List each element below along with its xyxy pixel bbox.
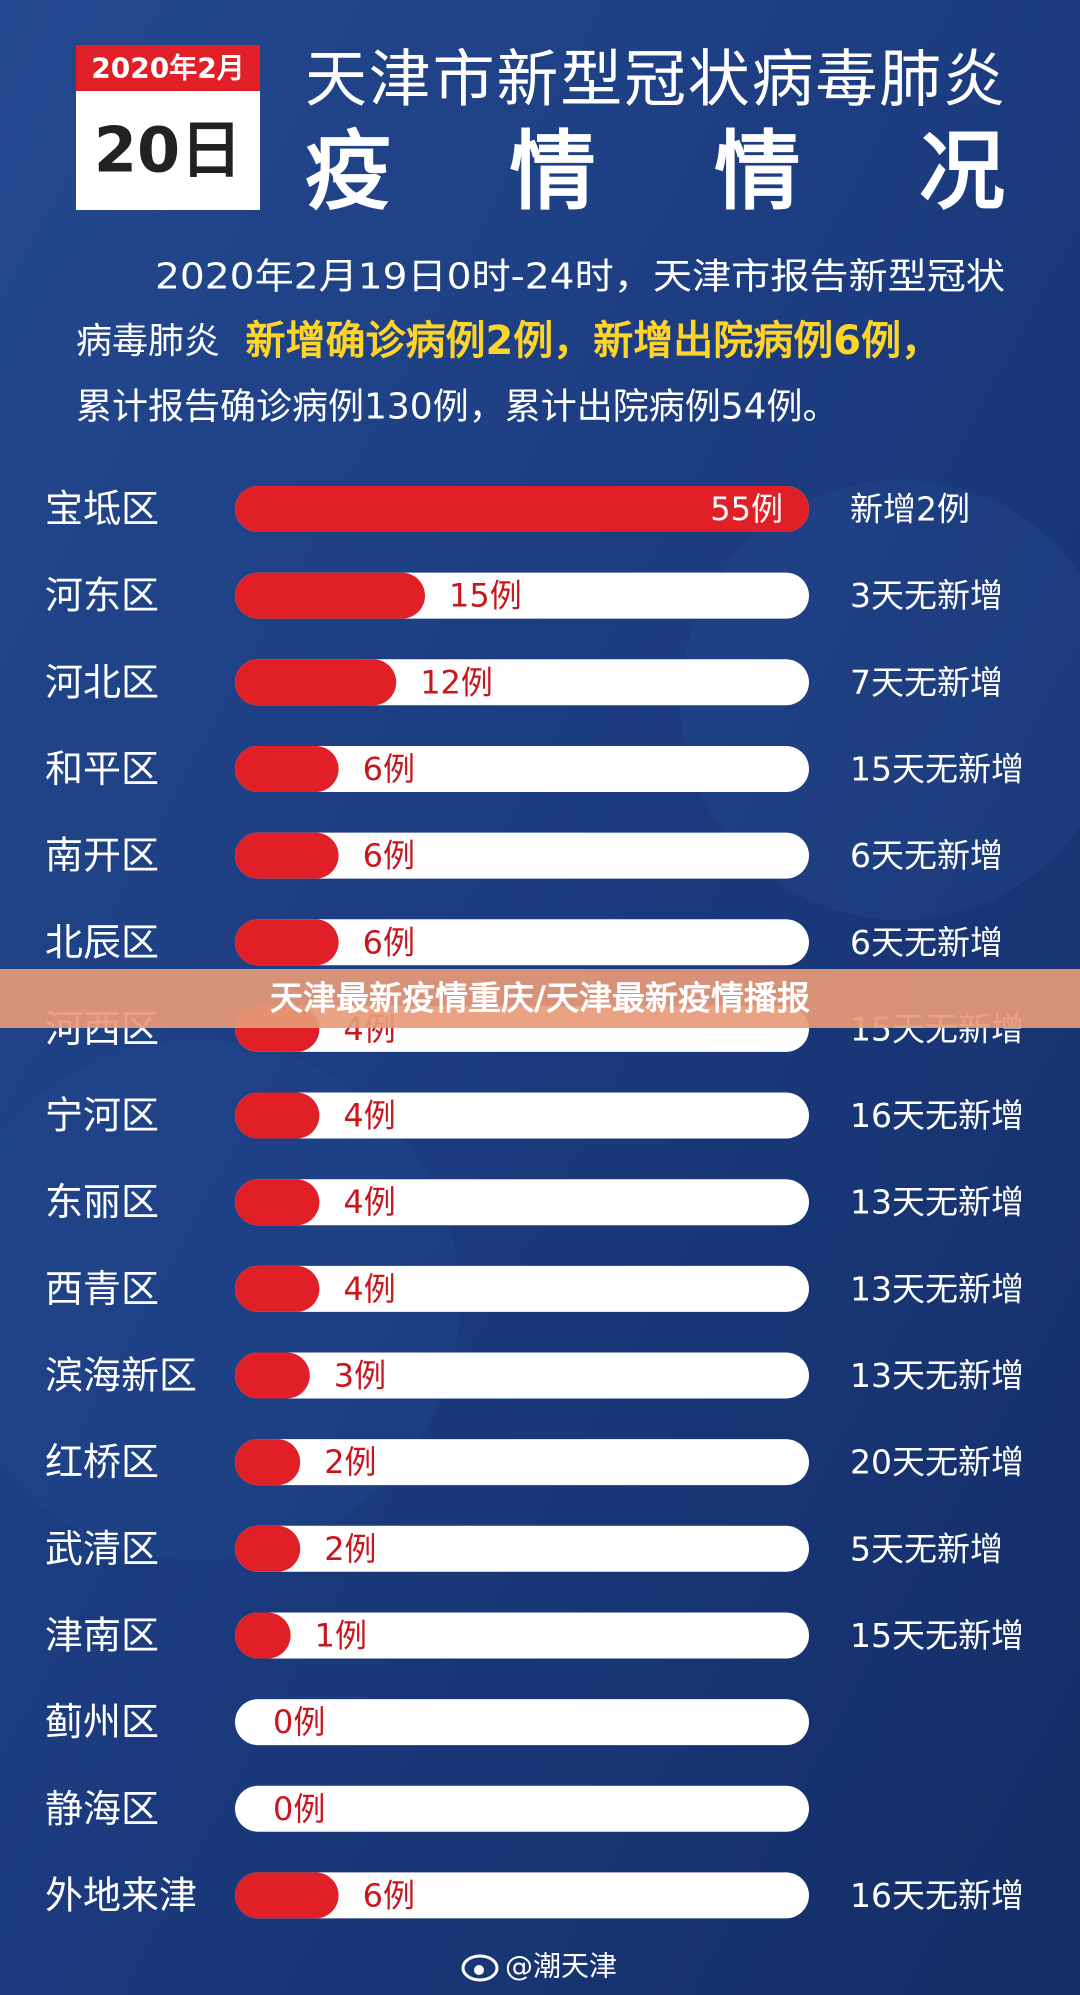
bar xyxy=(235,486,809,532)
summary-line: 2020年2月19日0时-24时，天津市报告新型冠状 xyxy=(155,257,1005,298)
category-label: 河东区 xyxy=(45,574,159,618)
annotation: 13天无新增 xyxy=(850,1269,1024,1308)
value-label: 4例 xyxy=(343,1183,395,1221)
value-label: 0例 xyxy=(273,1790,325,1828)
bar xyxy=(235,1352,310,1399)
category-label: 河北区 xyxy=(45,660,159,704)
annotation: 15天无新增 xyxy=(850,1616,1024,1655)
summary-highlight: 新增确诊病例2例，新增出院病例6例， xyxy=(245,318,941,364)
value-label: 3例 xyxy=(334,1357,386,1395)
bar-track xyxy=(235,1525,809,1572)
category-label: 静海区 xyxy=(45,1787,159,1831)
value-label: 55例 xyxy=(710,490,783,528)
category-label: 外地来津 xyxy=(45,1873,197,1917)
watermark: @潮天津 xyxy=(505,1950,617,1983)
bar-track xyxy=(235,1179,809,1226)
badge-day: 20日 xyxy=(94,114,242,187)
annotation: 5天无新增 xyxy=(850,1529,1003,1568)
category-label: 红桥区 xyxy=(45,1440,159,1484)
icon-shape xyxy=(474,1965,484,1975)
banner xyxy=(0,969,1080,1028)
category-label: 东丽区 xyxy=(45,1180,159,1224)
value-label: 15例 xyxy=(449,577,522,615)
category-label: 和平区 xyxy=(45,747,159,791)
annotation: 3天无新增 xyxy=(850,576,1003,615)
annotation: 13天无新增 xyxy=(850,1183,1024,1222)
bar xyxy=(235,1439,301,1486)
annotation: 20天无新增 xyxy=(850,1443,1024,1482)
annotation: 6天无新增 xyxy=(850,923,1003,962)
value-label: 6例 xyxy=(363,1876,415,1914)
annotation: 新增2例 xyxy=(850,490,970,529)
annotation: 7天无新增 xyxy=(850,663,1003,702)
value-label: 12例 xyxy=(420,663,493,701)
bar-track xyxy=(235,1612,809,1659)
bar xyxy=(235,1525,301,1572)
annotation: 16天无新增 xyxy=(850,1876,1024,1915)
bar-track xyxy=(235,1092,809,1139)
summary-line: 病毒肺炎 新增确诊病例2例，新增出院病例6例， xyxy=(76,318,941,364)
date-badge-top xyxy=(76,45,260,91)
badge-month: 2020年2月 xyxy=(91,52,244,85)
value-label: 6例 xyxy=(363,837,415,875)
annotation: 6天无新增 xyxy=(850,836,1003,875)
bar xyxy=(235,1179,320,1226)
summary-text: 病毒肺炎 xyxy=(76,321,220,362)
bar xyxy=(235,919,339,966)
bar xyxy=(235,572,425,619)
bar xyxy=(235,1092,320,1139)
summary-line: 累计报告确诊病例130例，累计出院病例54例。 xyxy=(76,387,839,428)
category-label: 武清区 xyxy=(45,1527,159,1571)
bar xyxy=(235,659,397,706)
annotation: 13天无新增 xyxy=(850,1356,1024,1395)
bar-track xyxy=(235,1439,809,1486)
banner-text: 天津最新疫情重庆/天津最新疫情播报 xyxy=(270,979,810,1018)
bar xyxy=(235,1612,291,1659)
value-label: 4例 xyxy=(343,1270,395,1308)
value-label: 2例 xyxy=(324,1530,376,1568)
bar-track xyxy=(235,919,809,966)
bar xyxy=(235,1872,339,1919)
bar-track xyxy=(235,1699,809,1746)
icon-shape xyxy=(461,1954,499,1982)
value-label: 6例 xyxy=(363,923,415,961)
category-label: 西青区 xyxy=(45,1267,159,1311)
value-label: 0例 xyxy=(273,1703,325,1741)
category-label: 蓟州区 xyxy=(45,1700,159,1744)
category-label: 滨海新区 xyxy=(45,1354,197,1398)
category-label: 宁河区 xyxy=(45,1094,159,1138)
title: 天津市新型冠状病毒肺炎 xyxy=(305,43,1005,116)
category-label: 津南区 xyxy=(45,1613,159,1657)
bar xyxy=(235,1265,320,1312)
category-label: 北辰区 xyxy=(45,920,159,964)
annotation: 16天无新增 xyxy=(850,1096,1024,1135)
bar-track xyxy=(235,1872,809,1919)
bar xyxy=(235,832,339,879)
category-label: 宝坻区 xyxy=(45,487,159,531)
bar-track xyxy=(235,1352,809,1399)
value-label: 4例 xyxy=(343,1097,395,1135)
value-label: 1例 xyxy=(315,1616,367,1654)
bar xyxy=(235,745,339,792)
value-label: 6例 xyxy=(363,750,415,788)
value-label: 2例 xyxy=(324,1443,376,1481)
bar-track xyxy=(235,1265,809,1312)
category-label: 南开区 xyxy=(45,834,159,878)
bg-decoration xyxy=(0,1040,460,1560)
bar-track xyxy=(235,1785,809,1832)
bar-track xyxy=(235,832,809,879)
weibo-icon xyxy=(461,1954,499,1982)
bar-track xyxy=(235,745,809,792)
annotation: 15天无新增 xyxy=(850,749,1024,788)
